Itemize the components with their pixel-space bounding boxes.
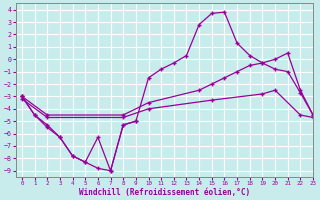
X-axis label: Windchill (Refroidissement éolien,°C): Windchill (Refroidissement éolien,°C)	[79, 188, 250, 197]
